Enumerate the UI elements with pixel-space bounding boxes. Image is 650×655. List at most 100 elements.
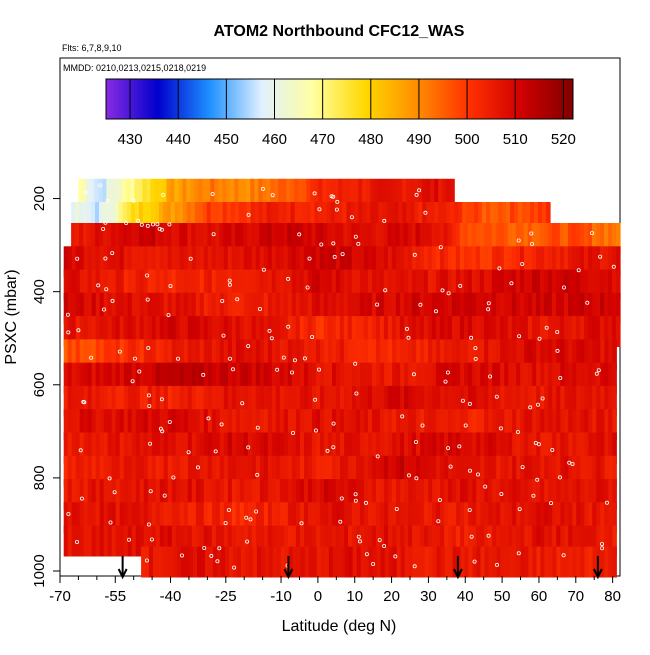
- heatmap-cell: [295, 269, 301, 301]
- heatmap-cell: [499, 292, 505, 324]
- heatmap-cell: [231, 409, 237, 441]
- heatmap-cell: [499, 316, 505, 347]
- heatmap-cell: [87, 455, 93, 487]
- heatmap-cell: [219, 292, 225, 324]
- heatmap-cell: [304, 546, 310, 578]
- heatmap-cell: [223, 409, 229, 441]
- heatmap-cell: [287, 269, 293, 301]
- heatmap-cell: [616, 246, 621, 278]
- heatmap-cell: [67, 362, 73, 394]
- heatmap-cell: [251, 525, 257, 557]
- heatmap-cell: [420, 385, 425, 417]
- heatmap-cell: [123, 455, 129, 487]
- heatmap-cell: [592, 339, 597, 371]
- sample-point: [137, 369, 142, 374]
- heatmap-cell: [251, 502, 257, 534]
- profile-arrow-head: [117, 568, 128, 580]
- heatmap-cell: [380, 502, 385, 534]
- heatmap-cell: [544, 546, 549, 578]
- heatmap-cell: [468, 385, 473, 417]
- heatmap-cell: [123, 362, 129, 394]
- heatmap-cell: [332, 385, 337, 417]
- heatmap-cell: [415, 316, 421, 347]
- sample-point: [567, 460, 572, 465]
- heatmap-cell: [203, 409, 209, 441]
- heatmap-cell: [159, 292, 165, 324]
- sample-point: [79, 496, 84, 501]
- heatmap-cell: [142, 178, 147, 210]
- sample-point: [463, 423, 468, 428]
- heatmap-cell: [392, 479, 397, 510]
- heatmap-cell: [119, 525, 125, 557]
- heatmap-cell: [476, 525, 481, 557]
- heatmap-cell: [572, 546, 577, 578]
- heatmap-cell: [455, 292, 461, 324]
- sample-point: [436, 519, 441, 524]
- heatmap-cell: [103, 269, 109, 301]
- heatmap-cell: [407, 223, 413, 254]
- heatmap-cell: [407, 316, 413, 347]
- heatmap-cell: [592, 385, 597, 417]
- heatmap-cell: [419, 292, 425, 324]
- heatmap-cell: [544, 385, 549, 417]
- heatmap-cell: [127, 409, 133, 441]
- heatmap-cell: [392, 502, 397, 534]
- heatmap-cell: [123, 409, 129, 441]
- heatmap-cell: [374, 178, 379, 210]
- heatmap-cell: [91, 525, 97, 557]
- heatmap-cell: [403, 316, 409, 347]
- sample-point: [146, 522, 151, 527]
- heatmap-cell: [123, 525, 129, 557]
- heatmap-cell: [286, 178, 291, 210]
- heatmap-cell: [352, 546, 358, 578]
- heatmap-cell: [508, 409, 513, 441]
- heatmap-cell: [520, 455, 525, 487]
- heatmap-cell: [604, 479, 609, 510]
- heatmap-cell: [223, 455, 229, 487]
- heatmap-cell: [336, 525, 341, 557]
- heatmap-cell: [396, 455, 401, 487]
- sample-point: [112, 490, 117, 495]
- sample-point: [412, 252, 417, 257]
- heatmap-cell: [324, 409, 329, 441]
- heatmap-cell: [500, 546, 506, 578]
- heatmap-cell: [146, 202, 152, 233]
- heatmap-cell: [263, 502, 269, 534]
- heatmap-cell: [408, 432, 413, 464]
- heatmap-cell: [223, 292, 229, 324]
- heatmap-cell: [439, 292, 445, 324]
- heatmap-cell: [291, 269, 297, 301]
- sample-point: [227, 282, 232, 287]
- heatmap-cell: [552, 385, 557, 417]
- heatmap-cell: [584, 246, 589, 278]
- sample-point: [338, 519, 343, 524]
- heatmap-cell: [406, 202, 411, 233]
- heatmap-cell: [243, 316, 249, 347]
- heatmap-cell: [103, 292, 109, 324]
- heatmap-cell: [451, 316, 457, 347]
- heatmap-cell: [310, 202, 316, 233]
- heatmap-cell: [423, 316, 429, 347]
- heatmap-cell: [320, 502, 325, 534]
- heatmap-cell: [205, 546, 210, 578]
- heatmap-cell: [383, 316, 389, 347]
- heatmap-cell: [384, 362, 389, 394]
- heatmap-cell: [404, 339, 409, 371]
- sample-point: [473, 346, 478, 351]
- heatmap-cell: [460, 432, 465, 464]
- heatmap-cell: [412, 339, 417, 371]
- heatmap-cell: [440, 546, 446, 578]
- heatmap-cell: [252, 546, 258, 578]
- heatmap-cell: [351, 223, 357, 254]
- sample-point: [267, 328, 272, 333]
- heatmap-cell: [487, 292, 493, 324]
- heatmap-cell: [459, 316, 465, 347]
- heatmap-cell: [576, 525, 581, 557]
- sample-point: [275, 367, 280, 372]
- sample-point: [517, 507, 522, 512]
- heatmap-cell: [279, 525, 285, 557]
- heatmap-cell: [544, 525, 549, 557]
- heatmap-cell: [67, 432, 73, 464]
- heatmap-cell: [556, 339, 561, 371]
- heatmap-cell: [134, 178, 139, 210]
